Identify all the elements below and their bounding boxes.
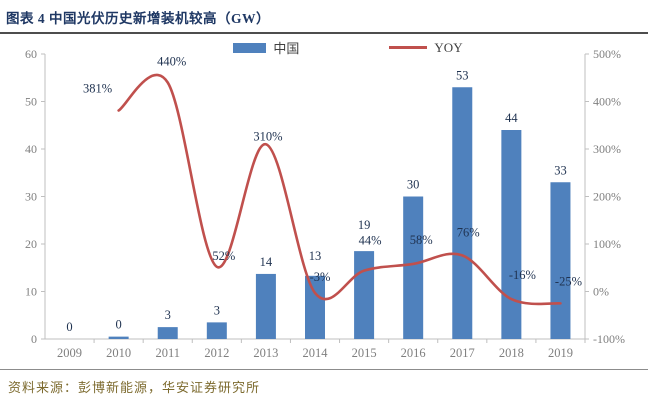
x-tick-label: 2019 (548, 346, 573, 360)
bar-value-label: 19 (358, 218, 371, 232)
bar-value-label: 30 (407, 178, 420, 192)
x-tick-label: 2018 (499, 346, 524, 360)
bar-value-label: 14 (260, 255, 273, 269)
bar-2012 (206, 322, 227, 339)
bar-value-label: 0 (66, 320, 72, 334)
bar-2011 (157, 327, 178, 339)
bar-2015 (354, 251, 375, 339)
bar-value-label: 13 (309, 249, 322, 263)
source-note: 资料来源：彭博新能源，华安证券研究所 (8, 380, 261, 395)
bar-value-label: 3 (165, 308, 171, 322)
bar-swatch (233, 42, 267, 53)
bar-value-label: 44 (505, 111, 518, 125)
left-tick-label: 50 (25, 95, 37, 109)
legend-item-china: 中国 (233, 38, 299, 57)
chart: 中国 YOY 0 10 20 30 40 50 60 -100% 0% 100% 200% 300% 4… (0, 34, 648, 369)
x-tick-label: 2013 (253, 346, 278, 360)
bar-2014 (305, 275, 325, 339)
line-swatch (389, 46, 428, 49)
figure-header: 图表 4 中国光伏历史新增装机较高（GW） (0, 0, 648, 34)
yoy-value-label: 76% (457, 225, 480, 239)
figure-title: 图表 4 中国光伏历史新增装机较高（GW） (6, 11, 271, 26)
bar-2018 (501, 130, 522, 339)
x-tick-label: 2010 (106, 346, 131, 360)
right-tick-label: -100% (593, 332, 625, 346)
left-tick-label: 40 (25, 142, 37, 156)
bar-value-label: 3 (214, 303, 220, 317)
yoy-value-label: 381% (83, 82, 112, 96)
bar-2016 (403, 196, 424, 339)
bar-2013 (255, 273, 276, 339)
bar-2010 (108, 336, 129, 339)
figure-footer: 资料来源：彭博新能源，华安证券研究所 (0, 369, 648, 396)
left-tick-label: 0 (31, 332, 37, 346)
x-tick-label: 2012 (204, 346, 229, 360)
left-tick-label: 60 (25, 47, 37, 61)
legend-label-yoy: YOY (434, 39, 463, 55)
right-tick-label: 400% (593, 95, 621, 109)
bar-value-label: 53 (456, 68, 469, 82)
chart-legend: 中国 YOY (24, 38, 648, 57)
bar-2017 (452, 87, 473, 339)
left-tick-label: 30 (25, 190, 37, 204)
legend-item-yoy: YOY (389, 39, 463, 56)
legend-label-china: 中国 (273, 41, 300, 56)
yoy-value-label: -25% (555, 274, 582, 288)
yoy-value-label: 52% (212, 249, 235, 263)
x-tick-label: 2011 (155, 346, 180, 360)
bar-value-label: 33 (554, 163, 567, 177)
yoy-line (117, 73, 562, 306)
x-tick-label: 2014 (303, 346, 329, 360)
yoy-value-label: 310% (253, 129, 282, 143)
right-tick-label: 0% (593, 285, 609, 299)
left-tick-label: 10 (25, 285, 37, 299)
x-tick-label: 2017 (450, 346, 475, 360)
right-tick-label: 500% (593, 47, 621, 61)
bar-2019 (550, 182, 571, 339)
left-tick-label: 20 (25, 237, 37, 251)
x-tick-label: 2009 (57, 346, 82, 360)
right-tick-label: 100% (593, 237, 621, 251)
yoy-value-label: 44% (359, 234, 382, 248)
x-tick-label: 2016 (401, 346, 426, 360)
x-tick-label: 2015 (352, 346, 377, 360)
yoy-value-label: -3% (310, 270, 331, 284)
right-tick-label: 200% (593, 190, 621, 204)
right-tick-label: 300% (593, 142, 621, 156)
yoy-value-label: 58% (410, 233, 433, 247)
bar-value-label: 0 (116, 318, 122, 332)
yoy-value-label: -16% (509, 268, 536, 282)
chart-canvas: 0102030405060-100%0%100%200%300%400%500%… (25, 47, 625, 360)
yoy-value-label: 440% (157, 55, 186, 69)
